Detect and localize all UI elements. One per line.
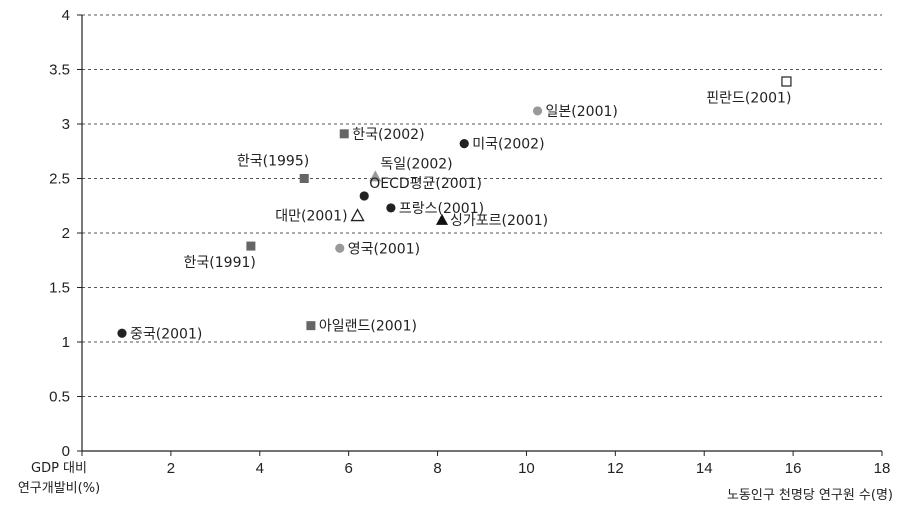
data-point-marker	[339, 129, 349, 139]
x-tick-label: 10	[518, 460, 535, 477]
data-point-marker	[532, 106, 543, 116]
x-tick-label: 8	[433, 460, 441, 477]
data-points	[117, 76, 792, 338]
data-point-marker	[369, 170, 382, 182]
y-axis-label-line-2: 연구개발비(%)	[18, 481, 100, 496]
data-point-label: 한국(1991)	[184, 255, 256, 271]
data-point-marker	[350, 208, 365, 222]
data-point-label: 핀란드(2001)	[706, 90, 791, 106]
data-point-marker	[386, 203, 396, 213]
data-point-label: 중국(2001)	[130, 326, 202, 342]
y-tick-label: 1.5	[49, 280, 70, 297]
x-axis-label: 노동인구 천명당 연구원 수(명)	[727, 488, 893, 503]
data-point-marker	[359, 191, 369, 201]
data-point-marker	[436, 213, 448, 225]
data-point-label: 독일(2002)	[380, 156, 452, 172]
data-point-marker	[459, 139, 469, 149]
y-tick-label: 3.5	[49, 62, 70, 79]
x-tick-label: 18	[874, 460, 891, 477]
data-point-label: 일본(2001)	[546, 104, 618, 120]
y-axis-label-line-1: GDP 대비	[31, 461, 87, 476]
data-point-marker	[246, 241, 256, 251]
data-point-marker	[117, 328, 127, 338]
x-tick-label: 2	[167, 460, 175, 477]
y-tick-labels: 0 0.5 1 1.5 2 2.5 3 3.5 4	[49, 7, 82, 460]
data-point-label: 프랑스(2001)	[399, 201, 484, 217]
data-point-label: 한국(2002)	[352, 127, 424, 143]
y-tick-label: 2	[62, 225, 70, 242]
grid-lines	[82, 14, 882, 397]
data-point-marker	[306, 321, 316, 331]
x-tick-label: 14	[696, 460, 713, 477]
data-point-label: 영국(2001)	[348, 241, 420, 257]
data-point-label: 대만(2001)	[275, 209, 347, 225]
y-tick-label: 2.5	[49, 171, 70, 188]
y-tick-label: 1	[62, 334, 70, 351]
x-tick-label: 12	[607, 460, 624, 477]
x-tick-label: 6	[344, 460, 352, 477]
data-point-label: 미국(2002)	[472, 137, 544, 153]
point-labels: 한국(1991) 한국(1995) 한국(2002) 아일랜드(2001) 중국(200…	[130, 90, 791, 342]
data-point-marker	[299, 174, 309, 183]
x-tick-label: 16	[785, 460, 802, 477]
x-tick-labels: 2 4 6 8 10 12 14 16 18	[81, 451, 891, 477]
y-tick-label: 0	[62, 443, 70, 460]
data-point-marker	[781, 76, 792, 87]
data-point-marker	[335, 243, 345, 253]
x-tick-label: 4	[256, 460, 264, 477]
data-point-label: OECD평균(2001)	[369, 176, 482, 192]
data-point-label: 아일랜드(2001)	[319, 319, 417, 335]
y-tick-label: 0.5	[49, 389, 70, 406]
data-point-label: 한국(1995)	[237, 154, 309, 170]
y-tick-label: 4	[62, 7, 70, 24]
data-point-label: 싱가포르(2001)	[450, 213, 548, 229]
y-tick-label: 3	[62, 116, 70, 133]
